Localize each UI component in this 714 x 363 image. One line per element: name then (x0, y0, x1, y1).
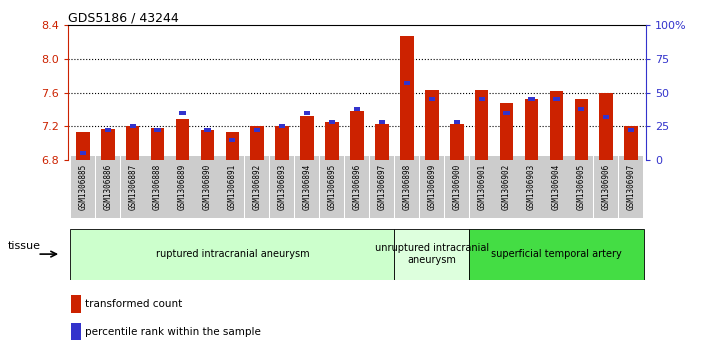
Text: unruptured intracranial
aneurysm: unruptured intracranial aneurysm (375, 243, 489, 265)
Bar (279, 124, 286, 128)
Bar (151, 128, 164, 160)
Bar (76, 132, 90, 160)
Bar (400, 36, 413, 160)
Bar (154, 128, 161, 132)
Bar (404, 81, 410, 85)
Bar (375, 125, 389, 160)
Bar (469, 229, 644, 280)
Bar (101, 129, 114, 160)
Text: transformed count: transformed count (85, 299, 183, 309)
Bar (226, 132, 239, 160)
Bar (478, 97, 485, 101)
Bar (301, 116, 314, 160)
Bar (379, 120, 385, 124)
Bar (425, 90, 438, 160)
Bar (553, 97, 560, 101)
Bar (204, 128, 211, 132)
Bar (129, 124, 136, 128)
Bar (350, 111, 364, 160)
Bar (450, 125, 463, 160)
Text: superficial temporal artery: superficial temporal artery (491, 249, 622, 259)
Bar (575, 99, 588, 160)
Bar (394, 229, 469, 280)
Bar (500, 103, 513, 160)
Bar (325, 122, 339, 160)
Text: ruptured intracranial aneurysm: ruptured intracranial aneurysm (156, 249, 309, 259)
Bar (453, 120, 460, 124)
Bar (126, 126, 139, 160)
Bar (80, 151, 86, 155)
Bar (179, 111, 186, 115)
Bar (71, 295, 81, 313)
Bar (525, 99, 538, 160)
Bar (176, 119, 189, 160)
Bar (70, 229, 394, 280)
Bar (528, 97, 535, 101)
Text: tissue: tissue (8, 241, 41, 252)
Bar (503, 111, 510, 115)
Bar (229, 138, 236, 142)
Bar (628, 128, 634, 132)
Bar (600, 93, 613, 160)
Bar (105, 128, 111, 132)
Bar (251, 126, 264, 160)
Bar (578, 107, 585, 111)
Bar (276, 126, 289, 160)
Bar (428, 97, 435, 101)
Text: percentile rank within the sample: percentile rank within the sample (85, 327, 261, 337)
Bar (550, 91, 563, 160)
Bar (603, 115, 609, 119)
Bar (71, 323, 81, 340)
Bar (624, 126, 638, 160)
Bar (254, 128, 261, 132)
Bar (329, 120, 335, 124)
Bar (475, 90, 488, 160)
Bar (304, 111, 310, 115)
Bar (201, 130, 214, 160)
Text: GDS5186 / 43244: GDS5186 / 43244 (68, 11, 178, 24)
Bar (354, 107, 360, 111)
